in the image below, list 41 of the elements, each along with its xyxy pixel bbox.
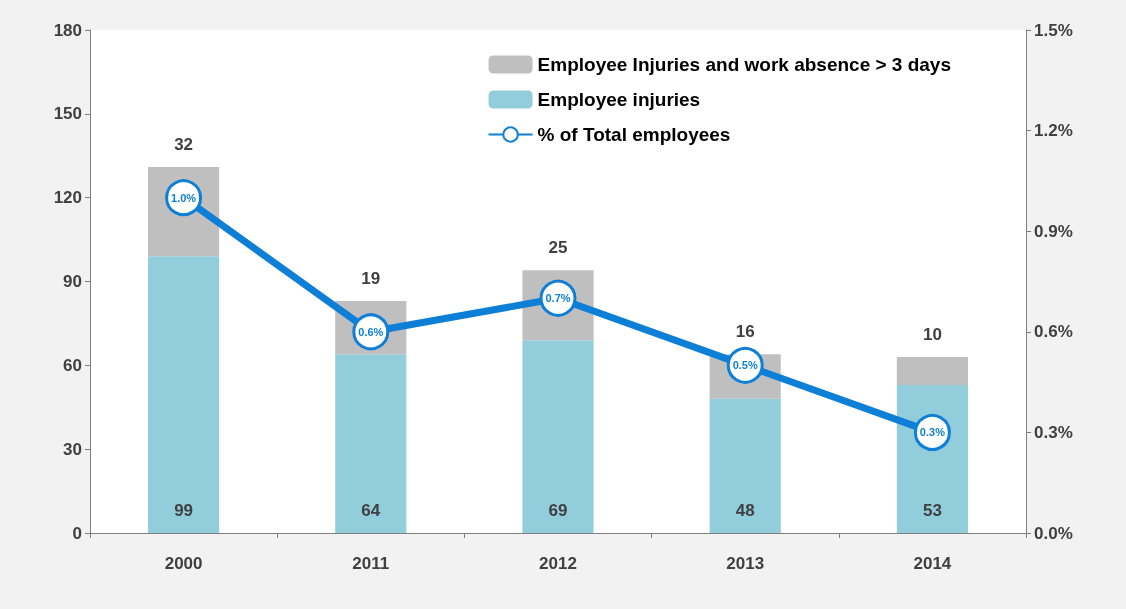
data-label: 64: [361, 501, 381, 520]
y-tick-label: 30: [63, 439, 82, 459]
data-label: 16: [735, 322, 755, 342]
data-label: 0.6%: [358, 325, 384, 338]
data-label: 53: [922, 501, 942, 520]
x-tick-label: 2012: [539, 554, 577, 573]
y-tick-label: 90: [63, 272, 82, 291]
y2-tick-label: 1.2%: [1034, 121, 1073, 141]
bar: [148, 256, 220, 533]
data-label: 32: [174, 134, 194, 154]
y-tick-label: 120: [53, 188, 82, 208]
y2-tick-label: 0.3%: [1034, 422, 1073, 442]
data-label: 25: [548, 238, 568, 258]
data-label: 1.0%: [171, 191, 197, 204]
y2-tick-label: 0.0%: [1034, 523, 1073, 543]
data-label: 10: [922, 324, 942, 344]
y2-tick-label: 0.6%: [1034, 322, 1073, 342]
data-label: 0.5%: [732, 359, 758, 372]
y2-tick-label: 1.5%: [1034, 20, 1073, 40]
y-tick-label: 150: [53, 104, 82, 124]
data-label: 99: [174, 501, 194, 520]
data-label: 19: [361, 269, 381, 289]
data-label: 0.7%: [545, 292, 571, 305]
y-tick-label: 0: [72, 523, 82, 543]
y2-tick-label: 0.9%: [1034, 221, 1073, 241]
x-tick-label: 2011: [352, 554, 390, 573]
bar: [709, 398, 781, 533]
bar: [335, 354, 407, 533]
y-tick-label: 180: [53, 20, 82, 40]
x-tick-label: 2013: [726, 554, 765, 573]
bar: [522, 340, 594, 533]
bar: [896, 356, 968, 385]
data-label: 0.3%: [919, 426, 946, 439]
x-tick-label: 2000: [164, 554, 203, 573]
legend-label: % of Total employees: [537, 124, 731, 145]
data-label: 69: [548, 501, 568, 520]
y-tick-label: 60: [63, 355, 82, 375]
data-label: 48: [735, 501, 755, 520]
x-tick-label: 2014: [913, 554, 952, 573]
legend-label: Employee Injuries and work absence > 3 days: [537, 54, 952, 75]
legend-label: Employee injuries: [537, 89, 701, 110]
